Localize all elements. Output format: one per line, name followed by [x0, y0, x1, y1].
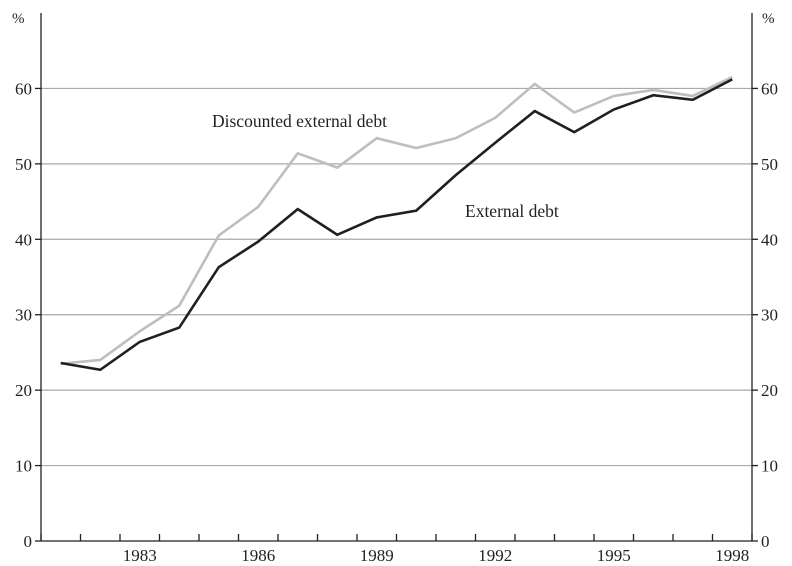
y-unit-right-label: %	[762, 11, 775, 27]
y-tick-label-right-0: 0	[761, 532, 770, 551]
y-tick-label-right-20: 20	[761, 381, 778, 400]
y-tick-label-right-50: 50	[761, 155, 778, 174]
x-tick-label-1989: 1989	[360, 546, 394, 565]
annotation-discounted-external-debt: Discounted external debt	[212, 111, 387, 131]
y-tick-label-left-40: 40	[15, 230, 32, 249]
y-tick-label-right-30: 30	[761, 306, 778, 325]
y-tick-label-left-20: 20	[15, 381, 32, 400]
ticks	[35, 87, 758, 542]
y-tick-label-left-50: 50	[15, 155, 32, 174]
gridlines	[41, 87, 752, 467]
y-tick-label-right-40: 40	[761, 230, 778, 249]
x-tick-label-1986: 1986	[241, 546, 275, 565]
y-tick-label-right-60: 60	[761, 79, 778, 98]
series-line-external-debt	[60, 78, 733, 372]
annotation-external-debt: External debt	[465, 201, 559, 221]
tick-labels: 0 0 10 10 20 20 30 30 40 40 50 50 60 60 1983 1986 1989 19…	[15, 79, 778, 565]
y-tick-label-left-60: 60	[15, 79, 32, 98]
y-tick-label-right-10: 10	[761, 457, 778, 476]
y-tick-label-left-0: 0	[24, 532, 33, 551]
y-tick-label-left-10: 10	[15, 457, 32, 476]
series-line-discounted-external-debt	[60, 75, 733, 366]
x-tick-label-1998: 1998	[715, 546, 749, 565]
y-tick-label-left-30: 30	[15, 306, 32, 325]
y-unit-left-label: %	[12, 11, 25, 27]
series	[60, 75, 733, 372]
x-tick-label-1992: 1992	[478, 546, 512, 565]
x-tick-label-1995: 1995	[597, 546, 631, 565]
x-tick-label-1983: 1983	[123, 546, 157, 565]
